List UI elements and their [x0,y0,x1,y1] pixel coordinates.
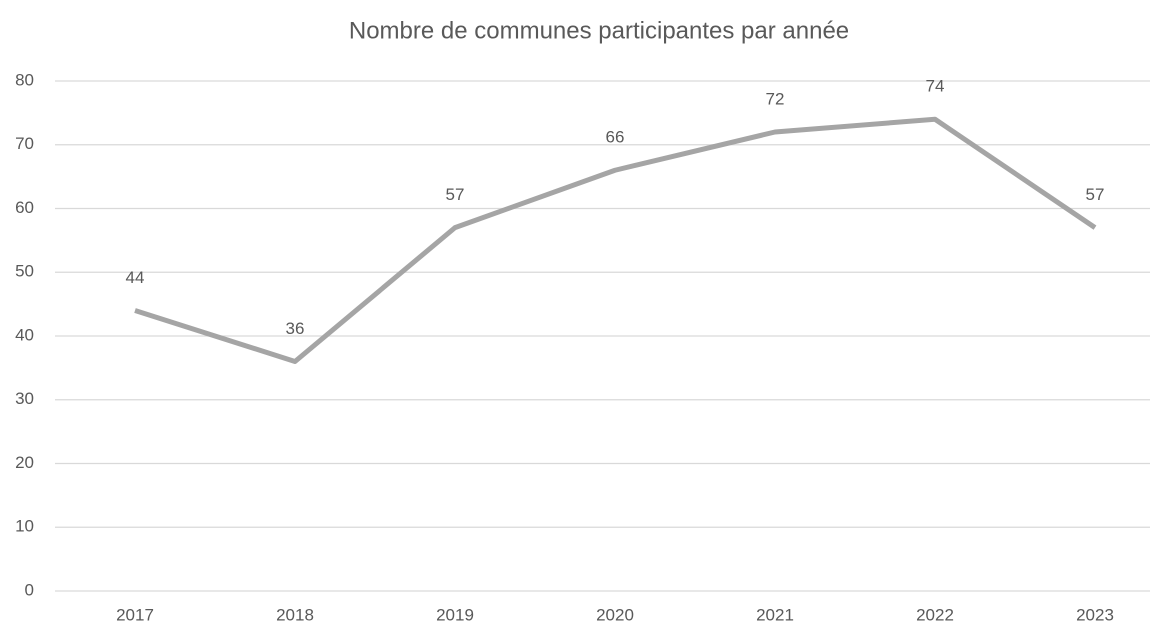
data-label: 72 [766,89,785,108]
x-tick-label: 2017 [116,605,154,624]
x-tick-label: 2021 [756,605,794,624]
data-label: 36 [286,319,305,338]
x-tick-label: 2019 [436,605,474,624]
x-tick-label: 2018 [276,605,314,624]
x-tick-label: 2020 [596,605,634,624]
data-label: 66 [606,128,625,147]
y-tick-label: 10 [15,517,34,536]
y-tick-label: 20 [15,453,34,472]
y-tick-label: 50 [15,262,34,281]
x-tick-label: 2023 [1076,605,1114,624]
y-tick-label: 40 [15,325,34,344]
data-label: 44 [126,268,145,287]
line [134,116,1097,364]
data-label: 57 [1086,185,1105,204]
chart-title: Nombre de communes participantes par ann… [349,17,849,44]
y-tick-label: 30 [15,389,34,408]
data-label: 74 [926,77,945,96]
y-tick-label: 70 [15,134,34,153]
y-tick-label: 0 [25,580,34,599]
data-label: 57 [446,185,465,204]
x-tick-label: 2022 [916,605,954,624]
y-tick-label: 60 [15,198,34,217]
y-tick-label: 80 [15,70,34,89]
